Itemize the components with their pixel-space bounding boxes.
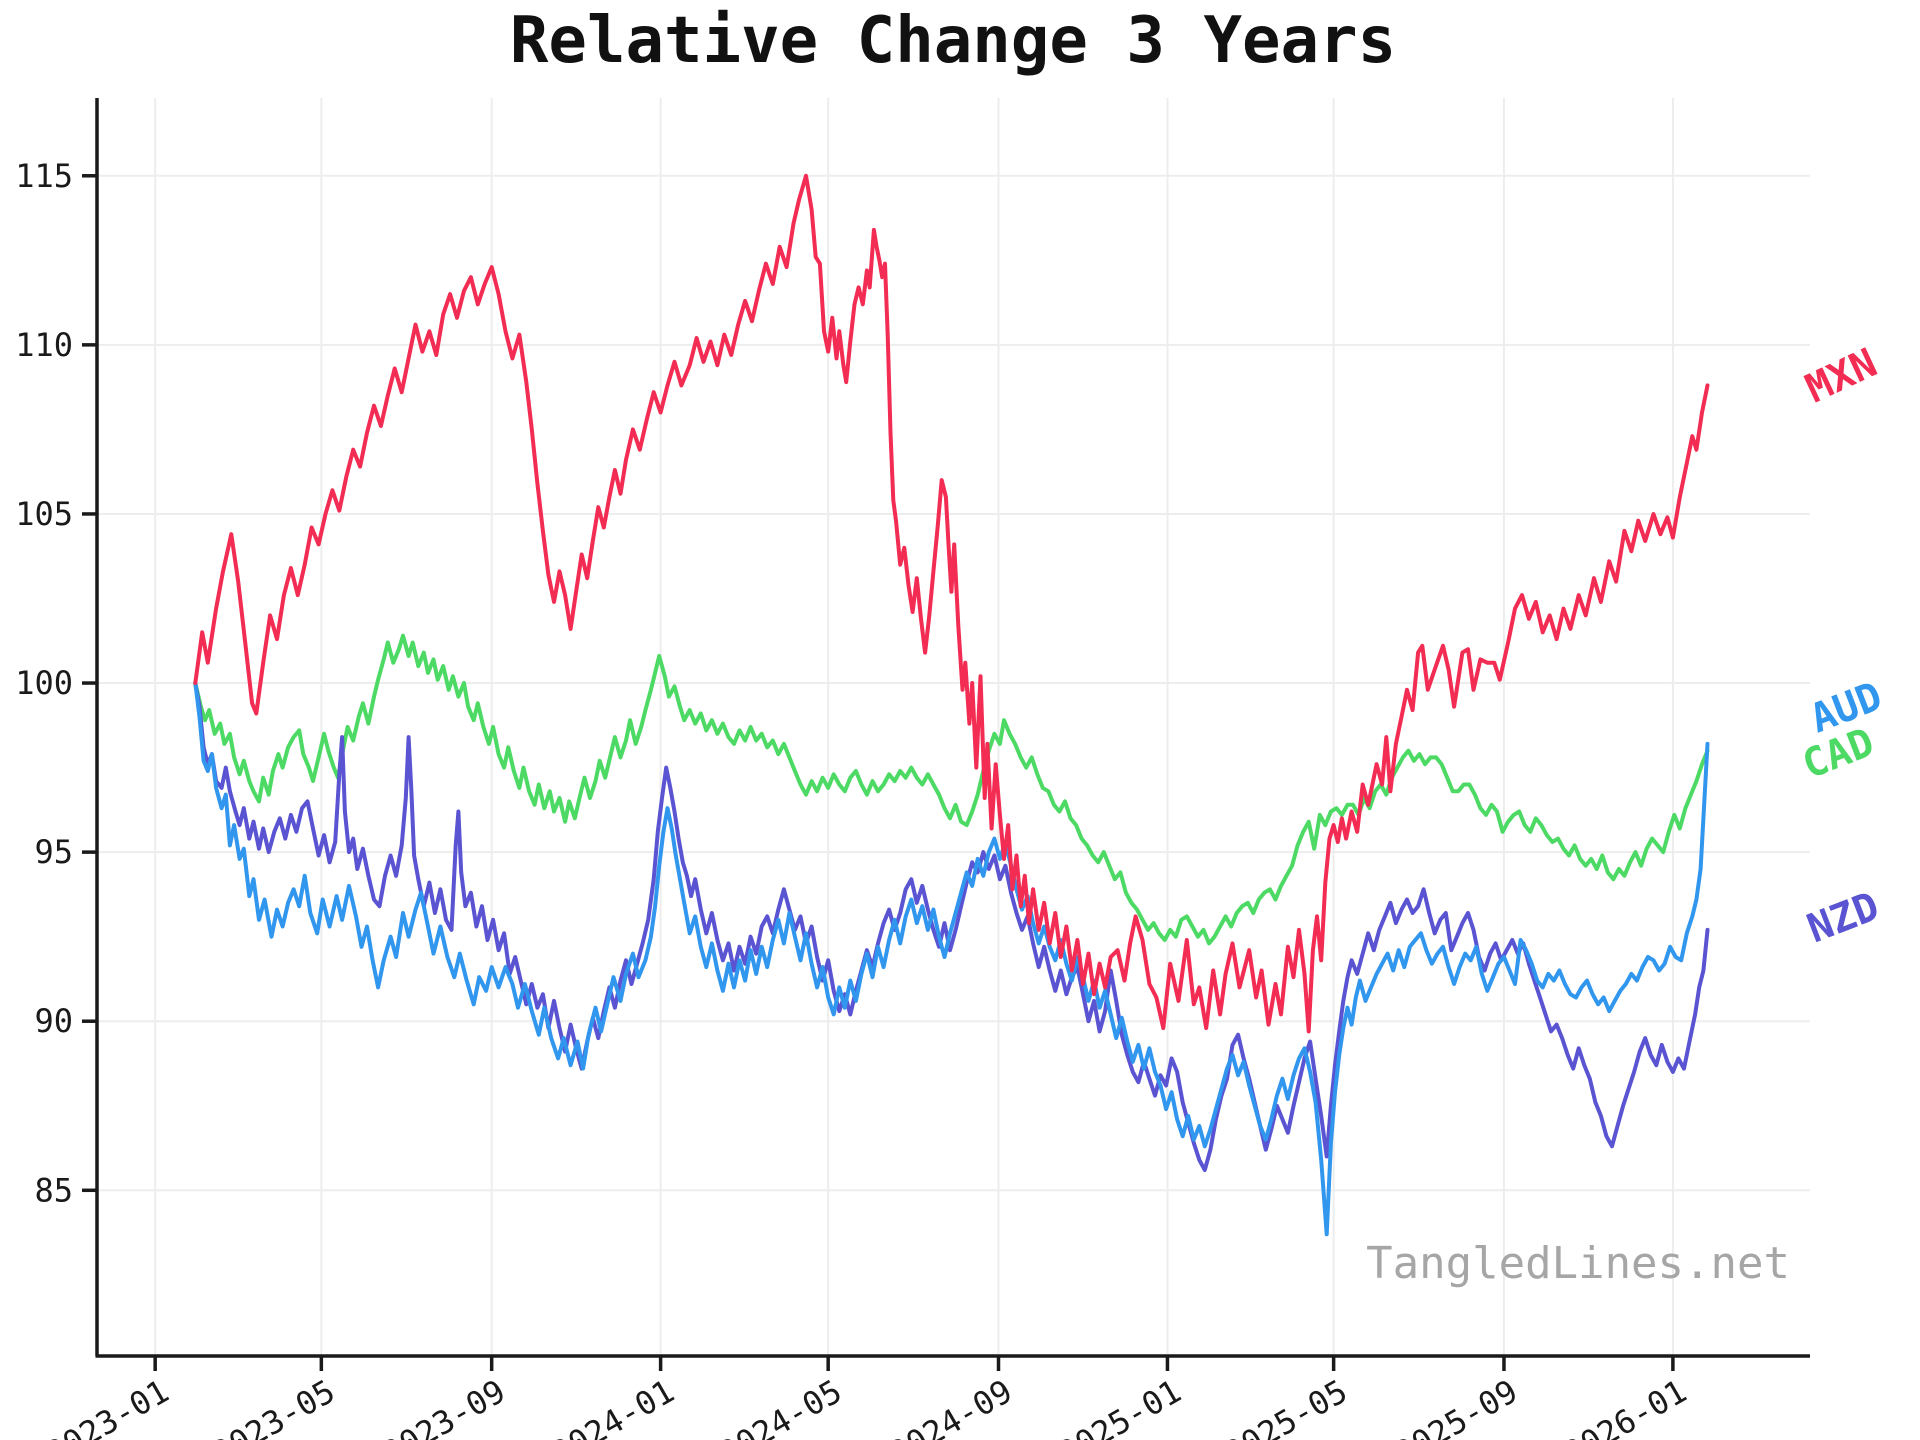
y-tick-label: 110: [15, 326, 73, 364]
y-tick-label: 115: [15, 157, 73, 195]
series-line-cad: [193, 633, 1710, 946]
x-tick-label: 2024-01: [545, 1372, 681, 1440]
y-tick-label: 85: [34, 1171, 73, 1209]
series-label-aud: AUD: [1804, 673, 1888, 742]
x-tick-label: 2024-09: [883, 1372, 1019, 1440]
x-tick-label: 2025-05: [1218, 1372, 1354, 1440]
x-tick-label: 2024-05: [712, 1372, 848, 1440]
x-tick-label: 2023-01: [39, 1372, 175, 1440]
series-line-mxn: [193, 173, 1710, 1034]
y-tick-label: 90: [34, 1002, 73, 1040]
y-tick-label: 95: [34, 833, 73, 871]
x-tick-label: 2023-09: [376, 1372, 512, 1440]
series-line-aud: [193, 681, 1710, 1237]
x-tick-label: 2023-05: [206, 1372, 342, 1440]
y-tick-label: 105: [15, 495, 73, 533]
x-tick-label: 2025-09: [1388, 1372, 1524, 1440]
series-label-mxn: MXN: [1799, 340, 1884, 412]
page-title: Relative Change 3 Years: [509, 4, 1397, 78]
y-tick-label: 100: [15, 664, 73, 702]
x-tick-label: 2026-01: [1557, 1372, 1693, 1440]
x-tick-label: 2025-01: [1052, 1372, 1188, 1440]
watermark: TangledLines.net: [1366, 1238, 1790, 1289]
series-label-nzd: NZD: [1801, 883, 1885, 952]
